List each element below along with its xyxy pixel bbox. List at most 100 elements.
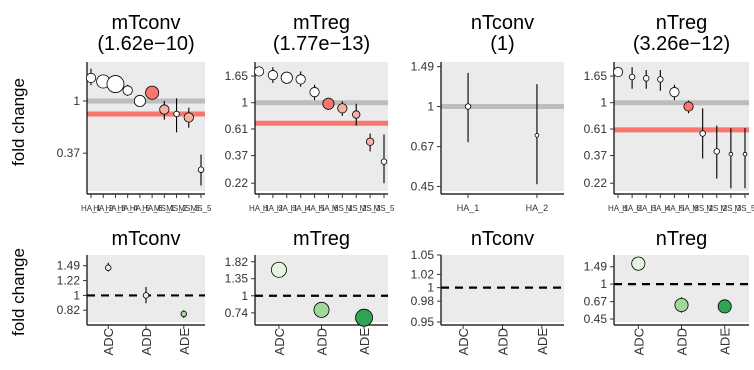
point-marker [295, 74, 306, 85]
data-point-ms_5 [380, 134, 388, 184]
point-marker [674, 298, 689, 313]
x-tick-label: HA_2 [93, 204, 114, 213]
point-marker [643, 75, 650, 82]
y-tick-label: 1 [73, 288, 80, 302]
x-tick-label: MS_1 [154, 204, 175, 213]
y-tick-label: 1 [427, 281, 434, 295]
panel-title: mTreg [293, 228, 350, 250]
x-tick-label: HA_5 [130, 204, 151, 213]
x-tick-label: MS_3 [360, 204, 381, 213]
point-marker [180, 310, 187, 318]
point-marker [464, 103, 472, 110]
point-marker [742, 151, 748, 157]
data-point-ha_6 [322, 97, 335, 110]
panel-ntreg-row2: 0.45 0.67 1 1.49 ADC ADD ADE nTreg [584, 228, 749, 355]
data-point-add [142, 286, 150, 304]
data-point-ade [717, 299, 732, 314]
point-marker [106, 75, 125, 93]
x-tick-label: MS_5 [374, 204, 395, 213]
x-tick-label: HA_2 [263, 204, 284, 213]
y-tick-label: 0.22 [225, 176, 249, 190]
y-tick-label: 1 [241, 96, 248, 110]
y-tick-label: 1 [600, 277, 607, 291]
y-tick-label: 0.37 [57, 146, 81, 160]
point-marker [142, 292, 150, 299]
data-point-add [674, 297, 689, 313]
x-tick-label: ADE [357, 328, 372, 355]
panel-subtitle: (3.26e−12) [633, 33, 730, 55]
x-tick-label: HA_3 [105, 204, 126, 213]
data-point-ms_3 [183, 107, 194, 128]
data-point-ha_3 [643, 69, 650, 89]
point-marker [337, 103, 348, 114]
y-tick-label: 1.05 [411, 248, 435, 262]
point-marker [699, 130, 706, 137]
data-point-ha_4 [657, 69, 664, 91]
x-tick-label: HA_6 [142, 204, 163, 213]
panel-title: mTconv [112, 228, 181, 250]
point-marker [631, 256, 646, 271]
data-point-adc [105, 262, 112, 272]
panel-ntreg-row1: 0.22 0.37 0.61 1 1.65 HA_1HA_2HA_3HA_4HA_5HA_… [584, 12, 754, 213]
y-tick-label: 1.02 [411, 267, 435, 281]
data-point-ha_6 [683, 100, 694, 114]
data-point-adc [270, 261, 287, 278]
data-point-add [313, 301, 330, 318]
panel-background [614, 62, 749, 191]
panel-background [255, 62, 388, 191]
x-tick-label: MS_5 [191, 204, 212, 213]
data-point-ha_3 [106, 75, 125, 93]
y-tick-label: 1.49 [57, 259, 81, 273]
x-tick-label: HA_3 [277, 204, 298, 213]
panel-mtreg-row1: 0.22 0.37 0.61 1 1.65 HA_1HA_2HA_3HA_4HA_5HA_… [225, 12, 395, 213]
point-marker [628, 73, 636, 81]
data-point-ha_4 [122, 84, 133, 96]
panel-background [441, 62, 564, 191]
x-tick-label: ADD [675, 328, 690, 355]
y-tick-label: 1.65 [225, 69, 249, 83]
panel-title: nTconv [471, 228, 534, 250]
data-point-ms_2 [713, 125, 720, 179]
data-point-ms_2 [352, 103, 361, 126]
y-tick-label: 0.37 [225, 149, 249, 163]
data-point-ha_6 [145, 85, 160, 100]
x-tick-label: ADC [631, 328, 646, 355]
x-tick-label: HA_1 [457, 203, 480, 213]
data-point-ade [180, 310, 187, 318]
data-point-ha_2 [267, 67, 278, 83]
y-tick-label: 0.45 [411, 179, 435, 193]
data-point-ms_1 [159, 100, 170, 120]
x-tick-label: HA_1 [249, 204, 270, 213]
x-tick-label: HA_2 [526, 203, 549, 213]
point-marker [728, 151, 734, 157]
y-tick-label: 1.35 [225, 272, 249, 286]
data-point-ha_1 [253, 66, 265, 77]
y-axis-label-bottom: fold change [9, 248, 28, 336]
point-marker [355, 308, 373, 327]
x-tick-label: HA_5 [664, 204, 685, 213]
y-tick-label: 1 [241, 289, 248, 303]
y-tick-label: 0.61 [584, 122, 608, 136]
x-tick-label: ADE [535, 328, 550, 355]
y-tick-label: 0.37 [584, 149, 608, 163]
x-tick-label: HA_6 [679, 204, 700, 213]
y-tick-label: 0.82 [57, 303, 81, 317]
point-marker [309, 87, 320, 98]
point-marker [713, 148, 720, 155]
x-tick-label: MS_2 [166, 204, 187, 213]
point-marker [612, 66, 624, 78]
data-point-ms_2 [173, 98, 180, 133]
panel-title: mTconv [112, 12, 181, 34]
point-marker [85, 72, 97, 84]
x-tick-label: MS_2 [706, 204, 727, 213]
x-tick-label: MS_3 [178, 204, 199, 213]
x-tick-label: HA_4 [118, 204, 139, 213]
point-marker [105, 264, 112, 271]
point-marker [683, 101, 694, 112]
point-marker [669, 87, 680, 98]
panel-ntconv-row1: 0.45 0.67 1 1.49 HA_1 HA_2 nTconv(1) [411, 12, 564, 213]
panel-mtreg-row2: 0.74 1 1.35 1.82 ADC ADD ADE mTreg [225, 228, 388, 355]
